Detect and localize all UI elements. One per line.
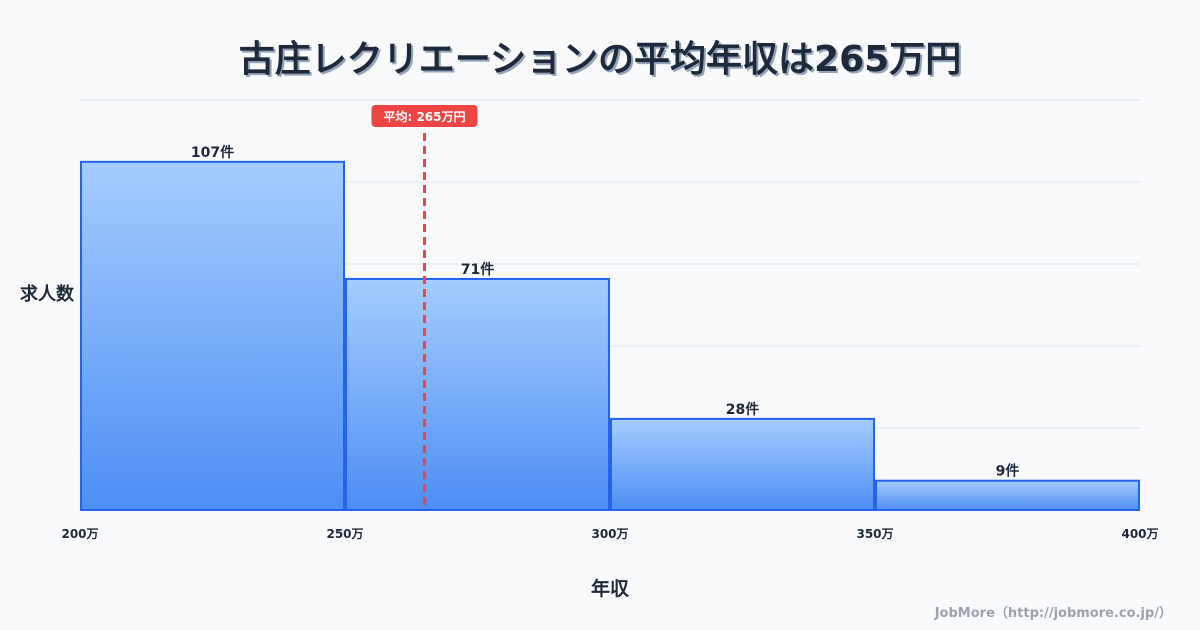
x-tick-label: 250万 [326, 527, 363, 541]
x-tick-label: 300万 [591, 527, 628, 541]
histogram-bar [80, 160, 345, 511]
x-tick-label: 400万 [1121, 527, 1158, 541]
bar-value-label: 28件 [726, 401, 759, 418]
bar-value-label: 9件 [996, 463, 1020, 480]
x-tick-label: 350万 [856, 527, 893, 541]
credit-text: JobMore（http://jobmore.co.jp/） [934, 606, 1172, 621]
histogram-bar [875, 479, 1140, 512]
y-axis-label: 求人数 [20, 284, 74, 305]
histogram-bar [345, 277, 610, 512]
x-tick-label: 200万 [61, 527, 98, 541]
bar-value-label: 71件 [461, 261, 494, 278]
histogram-bar [610, 417, 875, 511]
bar-value-label: 107件 [191, 144, 234, 161]
x-axis-label: 年収 [590, 578, 629, 600]
average-label: 平均: 265万円 [383, 109, 465, 124]
chart-title: 古庄レクリエーションの平均年収は265万円 [238, 39, 962, 80]
average-badge [371, 105, 478, 127]
